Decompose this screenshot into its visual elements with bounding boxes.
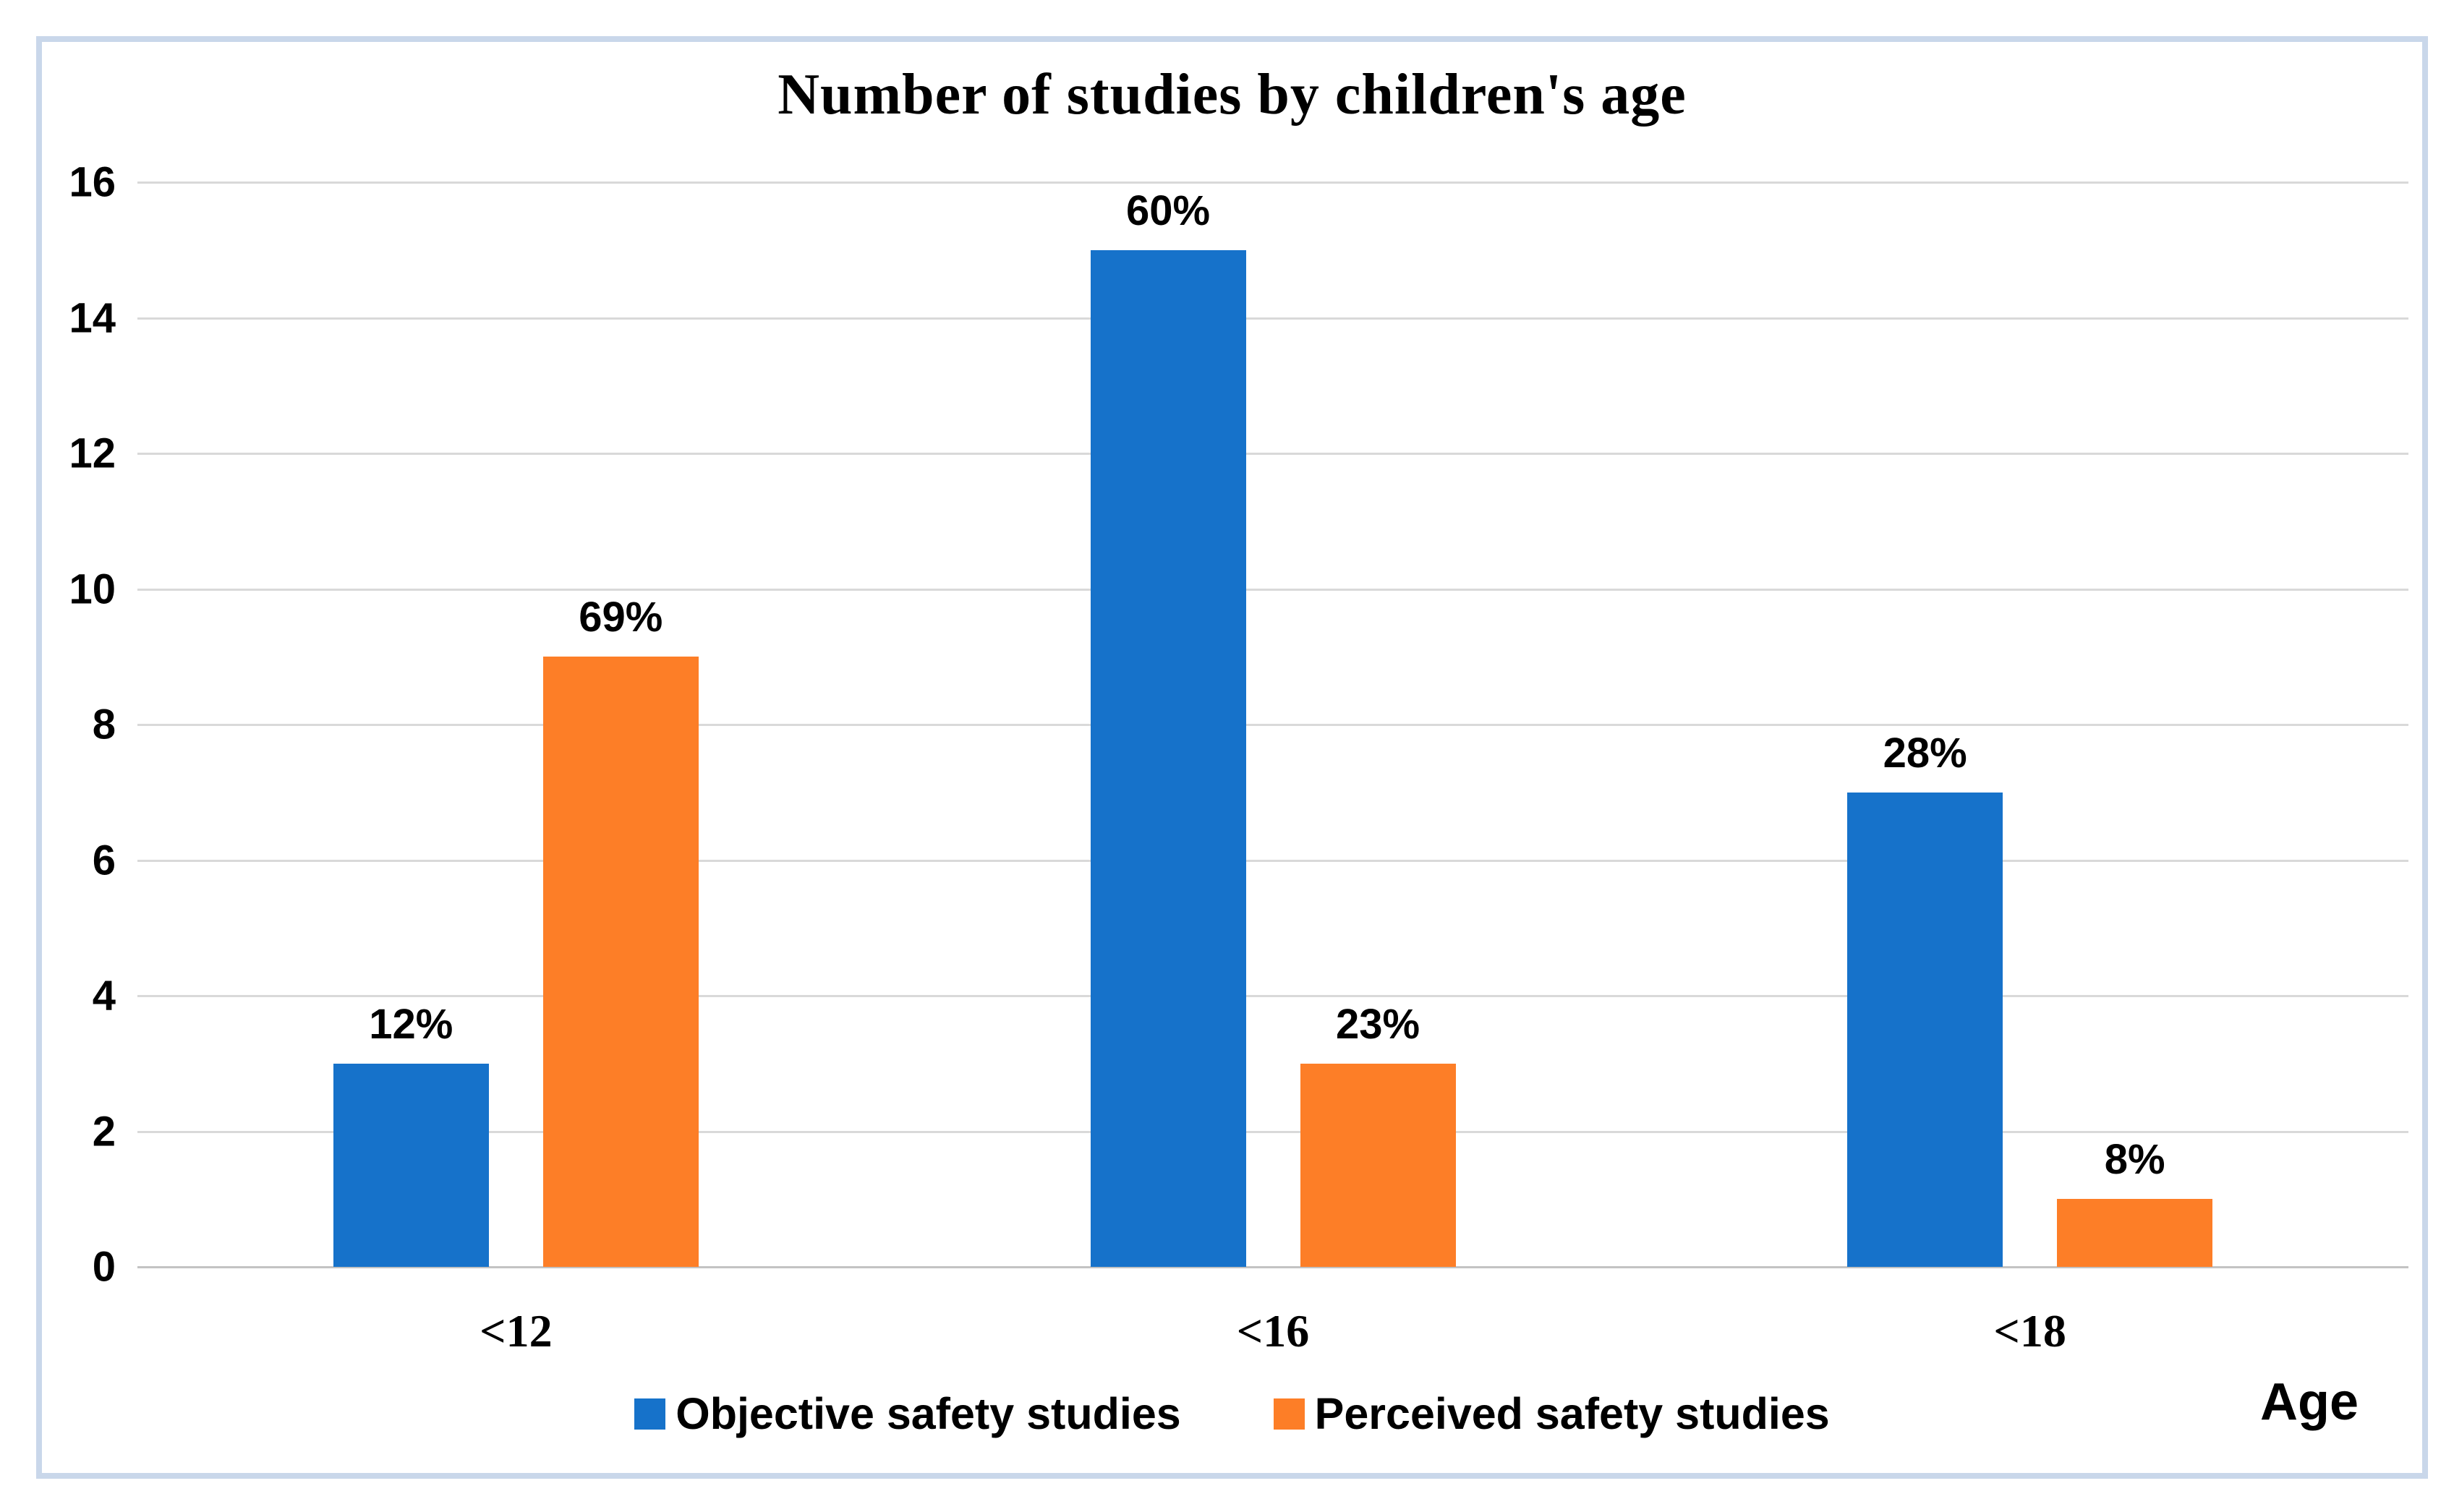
gridline-y-16	[137, 181, 2408, 184]
x-tick-label-<18: <18	[1993, 1305, 2066, 1357]
legend-swatch-blue	[634, 1398, 666, 1430]
bar-data-label-perceived-<18: 8%	[2104, 1136, 2165, 1184]
y-tick-label-2: 2	[92, 1108, 116, 1155]
gridline-y-4	[137, 995, 2408, 997]
y-tick-label-16: 16	[69, 158, 116, 206]
bar-data-label-objective-<12: 12%	[369, 1000, 453, 1048]
y-tick-label-14: 14	[69, 294, 116, 341]
y-tick-label-10: 10	[69, 565, 116, 612]
chart-title: Number of studies by children's age	[777, 63, 1687, 127]
x-axis-title: Age	[2259, 1373, 2359, 1431]
x-tick-label-<16: <16	[1236, 1305, 1310, 1357]
bar-data-label-objective-<18: 28%	[1883, 729, 1967, 777]
y-tick-label-6: 6	[92, 837, 116, 884]
gridline-y-14	[137, 317, 2408, 320]
legend-label-perceived: Perceived safety studies	[1314, 1389, 1830, 1438]
legend: Objective safety studies Perceived safety…	[42, 1388, 2422, 1439]
bar-perceived-<18	[2057, 1199, 2213, 1267]
y-tick-label-12: 12	[69, 430, 116, 477]
y-tick-label-0: 0	[92, 1243, 116, 1291]
legend-label-objective: Objective safety studies	[676, 1389, 1181, 1438]
gridline-y-12	[137, 453, 2408, 455]
bar-perceived-<12	[542, 657, 699, 1267]
legend-item-perceived: Perceived safety studies	[1273, 1388, 1830, 1439]
chart-panel: Number of studies by children's age 0 2 4 6…	[36, 36, 2428, 1479]
legend-item-objective: Objective safety studies	[634, 1388, 1181, 1439]
x-axis-line	[137, 1266, 2408, 1268]
bar-objective-<18	[1847, 792, 2003, 1267]
y-tick-label-4: 4	[92, 972, 116, 1020]
bar-data-label-perceived-<16: 23%	[1335, 1000, 1420, 1048]
gridline-y-2	[137, 1130, 2408, 1133]
gridline-y-6	[137, 859, 2408, 862]
y-tick-label-8: 8	[92, 701, 116, 748]
bar-data-label-objective-<16: 60%	[1125, 187, 1211, 234]
x-tick-label-<12: <12	[480, 1305, 553, 1357]
gridline-y-10	[137, 588, 2408, 591]
bar-objective-<16	[1090, 249, 1246, 1267]
plot-area: 0 2 4 6 8 10 12 14 16 12% 69% <12 60% 23% <16 28% 8% <18	[69, 159, 2408, 1357]
legend-swatch-orange	[1273, 1398, 1305, 1430]
gridline-y-8	[137, 724, 2408, 726]
bar-perceived-<16	[1300, 1063, 1456, 1267]
bar-objective-<12	[333, 1063, 489, 1267]
bar-data-label-perceived-<12: 69%	[579, 594, 663, 641]
